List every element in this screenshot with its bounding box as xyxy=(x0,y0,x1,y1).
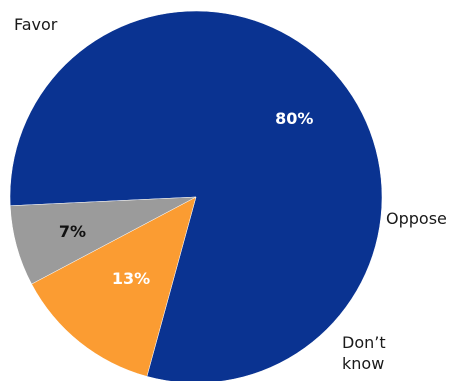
pie-slices xyxy=(9,10,383,384)
value-label-oppose: 13% xyxy=(112,269,150,288)
value-label-favor: 80% xyxy=(275,109,313,128)
pie-slice-don-t-know xyxy=(9,196,197,285)
category-label-oppose: Oppose xyxy=(386,209,447,228)
pie-slice-oppose xyxy=(31,196,197,377)
pie-category-labels: Favor Oppose Don’t know xyxy=(14,15,447,373)
pie-value-labels: 80% 13% 7% xyxy=(59,109,314,288)
category-label-don-t-know: Don’t know xyxy=(342,333,386,373)
value-label-don-t-know: 7% xyxy=(59,222,86,241)
category-label-favor: Favor xyxy=(14,15,58,34)
